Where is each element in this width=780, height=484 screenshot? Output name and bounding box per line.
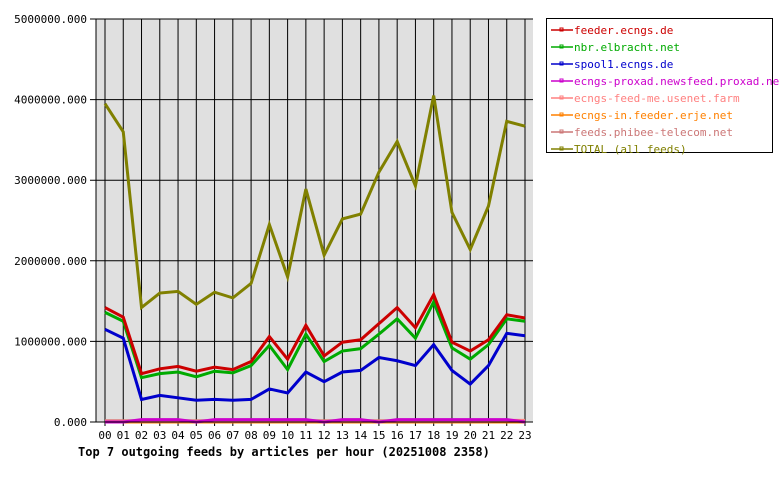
- x-tick-label: 04: [171, 429, 185, 442]
- x-tick-label: 12: [318, 429, 331, 442]
- y-tick-label: 5000000.000: [14, 13, 87, 26]
- legend-label: ecngs-proxad.newsfeed.proxad.net: [574, 75, 780, 88]
- legend-label: ecngs-in.feeder.erje.net: [574, 109, 733, 122]
- x-axis-ticks: 00 01 02 03 04 05 06 07 08 09 10 11 12 13 14 15 16 17 18 19…: [98, 429, 531, 442]
- x-tick-label: 14: [354, 429, 368, 442]
- x-tick-label: 09: [263, 429, 276, 442]
- x-tick-label: 08: [244, 429, 257, 442]
- y-tick-label: 1000000.000: [14, 335, 87, 348]
- x-tick-label: 10: [281, 429, 294, 442]
- x-tick-label: 16: [391, 429, 404, 442]
- x-tick-label: 11: [299, 429, 312, 442]
- x-tick-label: 05: [190, 429, 203, 442]
- x-tick-label: 21: [482, 429, 495, 442]
- legend-label: nbr.elbracht.net: [574, 41, 680, 54]
- y-tick-label: 3000000.000: [14, 174, 87, 187]
- x-tick-label: 20: [464, 429, 477, 442]
- x-tick-label: 13: [336, 429, 349, 442]
- x-tick-label: 22: [500, 429, 513, 442]
- y-tick-label: 4000000.000: [14, 94, 87, 107]
- legend-label: spool1.ecngs.de: [574, 58, 673, 71]
- legend-label: feeder.ecngs.de: [574, 24, 673, 37]
- y-tick-label: 0.000: [54, 416, 87, 429]
- chart-title: Top 7 outgoing feeds by articles per hou…: [78, 445, 490, 459]
- legend-label: TOTAL (all feeds): [574, 143, 687, 156]
- x-tick-label: 02: [135, 429, 148, 442]
- x-tick-label: 01: [117, 429, 130, 442]
- x-tick-label: 19: [445, 429, 458, 442]
- y-tick-label: 2000000.000: [14, 255, 87, 268]
- x-tick-label: 07: [226, 429, 239, 442]
- x-tick-label: 00: [98, 429, 111, 442]
- x-tick-label: 15: [372, 429, 385, 442]
- legend: feeder.ecngs.de nbr.elbracht.net spool1.ec…: [547, 19, 780, 157]
- x-tick-label: 06: [208, 429, 221, 442]
- legend-label: ecngs-feed-me.usenet.farm: [574, 92, 740, 105]
- y-axis-ticks: 0.000 1000000.000 2000000.000 3000000.000 40…: [14, 13, 87, 429]
- x-tick-label: 17: [409, 429, 422, 442]
- legend-label: feeds.phibee-telecom.net: [574, 126, 733, 139]
- x-tick-label: 03: [153, 429, 166, 442]
- x-tick-label: 23: [518, 429, 531, 442]
- x-tick-label: 18: [427, 429, 440, 442]
